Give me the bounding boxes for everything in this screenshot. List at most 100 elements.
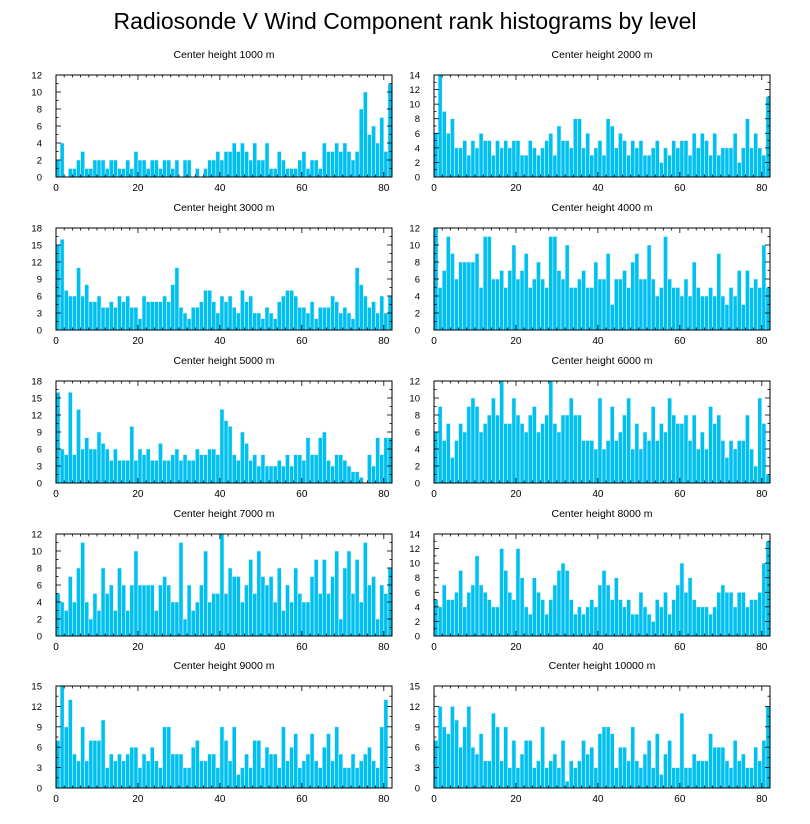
bar	[720, 147, 726, 178]
bar	[100, 159, 106, 178]
bar	[511, 244, 517, 331]
bar	[593, 261, 599, 331]
panel-title: Center height 1000 m	[174, 49, 275, 61]
bar	[691, 132, 697, 178]
bar	[712, 606, 718, 637]
x-tick-label: 80	[378, 183, 390, 194]
bar	[663, 591, 668, 637]
bar	[117, 753, 122, 789]
bar	[626, 154, 631, 178]
y-tick-label: 12	[409, 85, 420, 96]
bar	[577, 118, 582, 178]
bar	[244, 301, 249, 331]
bar	[650, 278, 656, 331]
bar	[667, 613, 672, 637]
bar	[441, 440, 447, 484]
bar	[219, 409, 225, 484]
x-tick-label: 80	[378, 642, 390, 653]
bar	[597, 397, 603, 484]
bar	[100, 443, 106, 484]
x-tick-label: 60	[674, 183, 686, 194]
bar	[129, 168, 135, 178]
bar	[158, 584, 163, 637]
bar	[564, 570, 570, 637]
bar	[720, 584, 726, 637]
bar	[117, 567, 122, 637]
bar	[322, 746, 327, 789]
bar	[618, 599, 623, 637]
bar	[638, 140, 644, 178]
bar	[613, 147, 619, 178]
bar	[593, 448, 599, 484]
bar	[478, 584, 484, 637]
bar	[264, 465, 270, 484]
y-tick-label: 0	[37, 632, 42, 643]
bar	[695, 606, 701, 637]
bar	[671, 767, 677, 789]
bar	[679, 423, 685, 484]
bar	[458, 261, 463, 331]
bar	[454, 440, 459, 484]
x-tick-label: 40	[592, 642, 604, 653]
y-tick-label: 4	[37, 598, 42, 609]
bar	[654, 733, 660, 789]
bar	[117, 295, 122, 331]
x-tick-label: 0	[53, 336, 59, 347]
y-tick-label: 4	[37, 139, 42, 150]
bar	[667, 278, 672, 331]
y-tick-label: 6	[415, 428, 420, 439]
y-tick-label: 12	[31, 530, 42, 541]
bar	[515, 140, 521, 178]
bar	[716, 154, 722, 178]
bar	[609, 125, 615, 178]
bar	[736, 591, 742, 637]
bar	[466, 261, 472, 331]
y-tick-label: 12	[409, 377, 420, 388]
bar	[129, 584, 135, 637]
y-tick-label: 9	[37, 428, 42, 439]
bar	[609, 599, 615, 637]
y-tick-label: 2	[415, 462, 420, 473]
y-tick-label: 0	[415, 326, 420, 337]
bar	[626, 599, 631, 637]
bar	[491, 397, 496, 484]
bar	[149, 159, 155, 178]
bar	[671, 599, 677, 637]
bar	[158, 767, 163, 789]
bar	[96, 740, 102, 789]
bar	[121, 760, 126, 789]
x-tick-label: 20	[510, 642, 522, 653]
bar	[178, 307, 184, 331]
panel-9: Center height 9000 m 0 20 40 60 80 0 3 6 9 12 15	[31, 660, 393, 805]
bar	[170, 454, 176, 484]
x-tick-label: 40	[214, 794, 226, 805]
bar	[728, 767, 734, 789]
bar	[630, 613, 636, 637]
bar	[527, 140, 533, 178]
bar	[618, 278, 623, 331]
bar	[227, 760, 233, 789]
bar	[736, 270, 742, 331]
bar	[687, 440, 693, 484]
y-tick-label: 10	[409, 394, 420, 405]
bar	[527, 287, 533, 331]
bar	[383, 151, 389, 178]
bar	[609, 304, 615, 331]
y-tick-label: 15	[409, 682, 420, 693]
bar	[634, 423, 640, 484]
x-tick-label: 60	[674, 642, 686, 653]
bar	[195, 448, 200, 484]
bar	[322, 559, 327, 637]
bar	[264, 584, 270, 637]
bar	[519, 577, 525, 637]
bar	[162, 460, 167, 484]
bar	[679, 140, 685, 178]
bar	[84, 437, 90, 484]
bar	[235, 151, 241, 178]
bar	[154, 460, 159, 484]
bar	[515, 548, 521, 637]
bar	[765, 287, 771, 331]
bar	[248, 460, 253, 484]
bar	[536, 591, 541, 637]
bar	[482, 760, 488, 789]
